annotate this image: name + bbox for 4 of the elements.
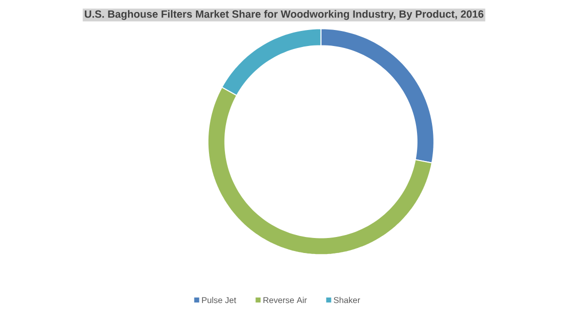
legend-label: Shaker <box>334 296 360 304</box>
legend-label: Reverse Air <box>263 296 307 304</box>
legend-label: Pulse Jet <box>202 296 236 304</box>
chart-title: U.S. Baghouse Filters Market Share for Woodworking Industry, By Product, 2016 <box>84 10 484 20</box>
